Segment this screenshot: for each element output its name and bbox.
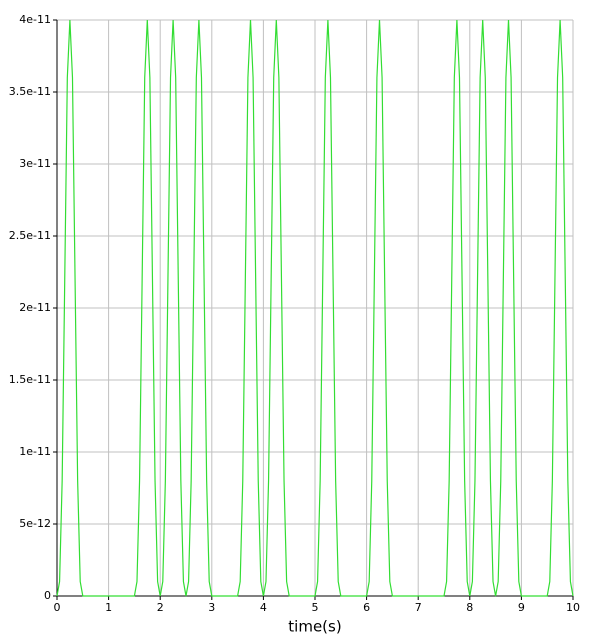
x-tick-label: 5 — [312, 601, 319, 614]
x-tick-label: 0 — [54, 601, 61, 614]
x-tick-label: 1 — [105, 601, 112, 614]
x-tick-label: 7 — [415, 601, 422, 614]
x-tick-label: 10 — [566, 601, 580, 614]
x-tick-label: 9 — [518, 601, 525, 614]
data-line — [56, 19, 574, 597]
y-tick-label: 3.5e-11 — [9, 85, 51, 98]
x-tick-label: 3 — [208, 601, 215, 614]
y-tick-label: 4e-11 — [19, 13, 51, 26]
x-tick-label: 8 — [466, 601, 473, 614]
x-axis-label: time(s) — [288, 618, 341, 636]
y-tick-label: 1.5e-11 — [9, 373, 51, 386]
x-tick-label: 2 — [157, 601, 164, 614]
y-tick-label: 2.5e-11 — [9, 229, 51, 242]
y-tick-label: 1e-11 — [19, 445, 51, 458]
y-tick-label: 2e-11 — [19, 301, 51, 314]
y-tick-label: 3e-11 — [19, 157, 51, 170]
x-tick-label: 6 — [363, 601, 370, 614]
y-tick-label: 0 — [44, 589, 51, 602]
x-tick-label: 4 — [260, 601, 267, 614]
y-tick-label: 5e-12 — [19, 517, 51, 530]
